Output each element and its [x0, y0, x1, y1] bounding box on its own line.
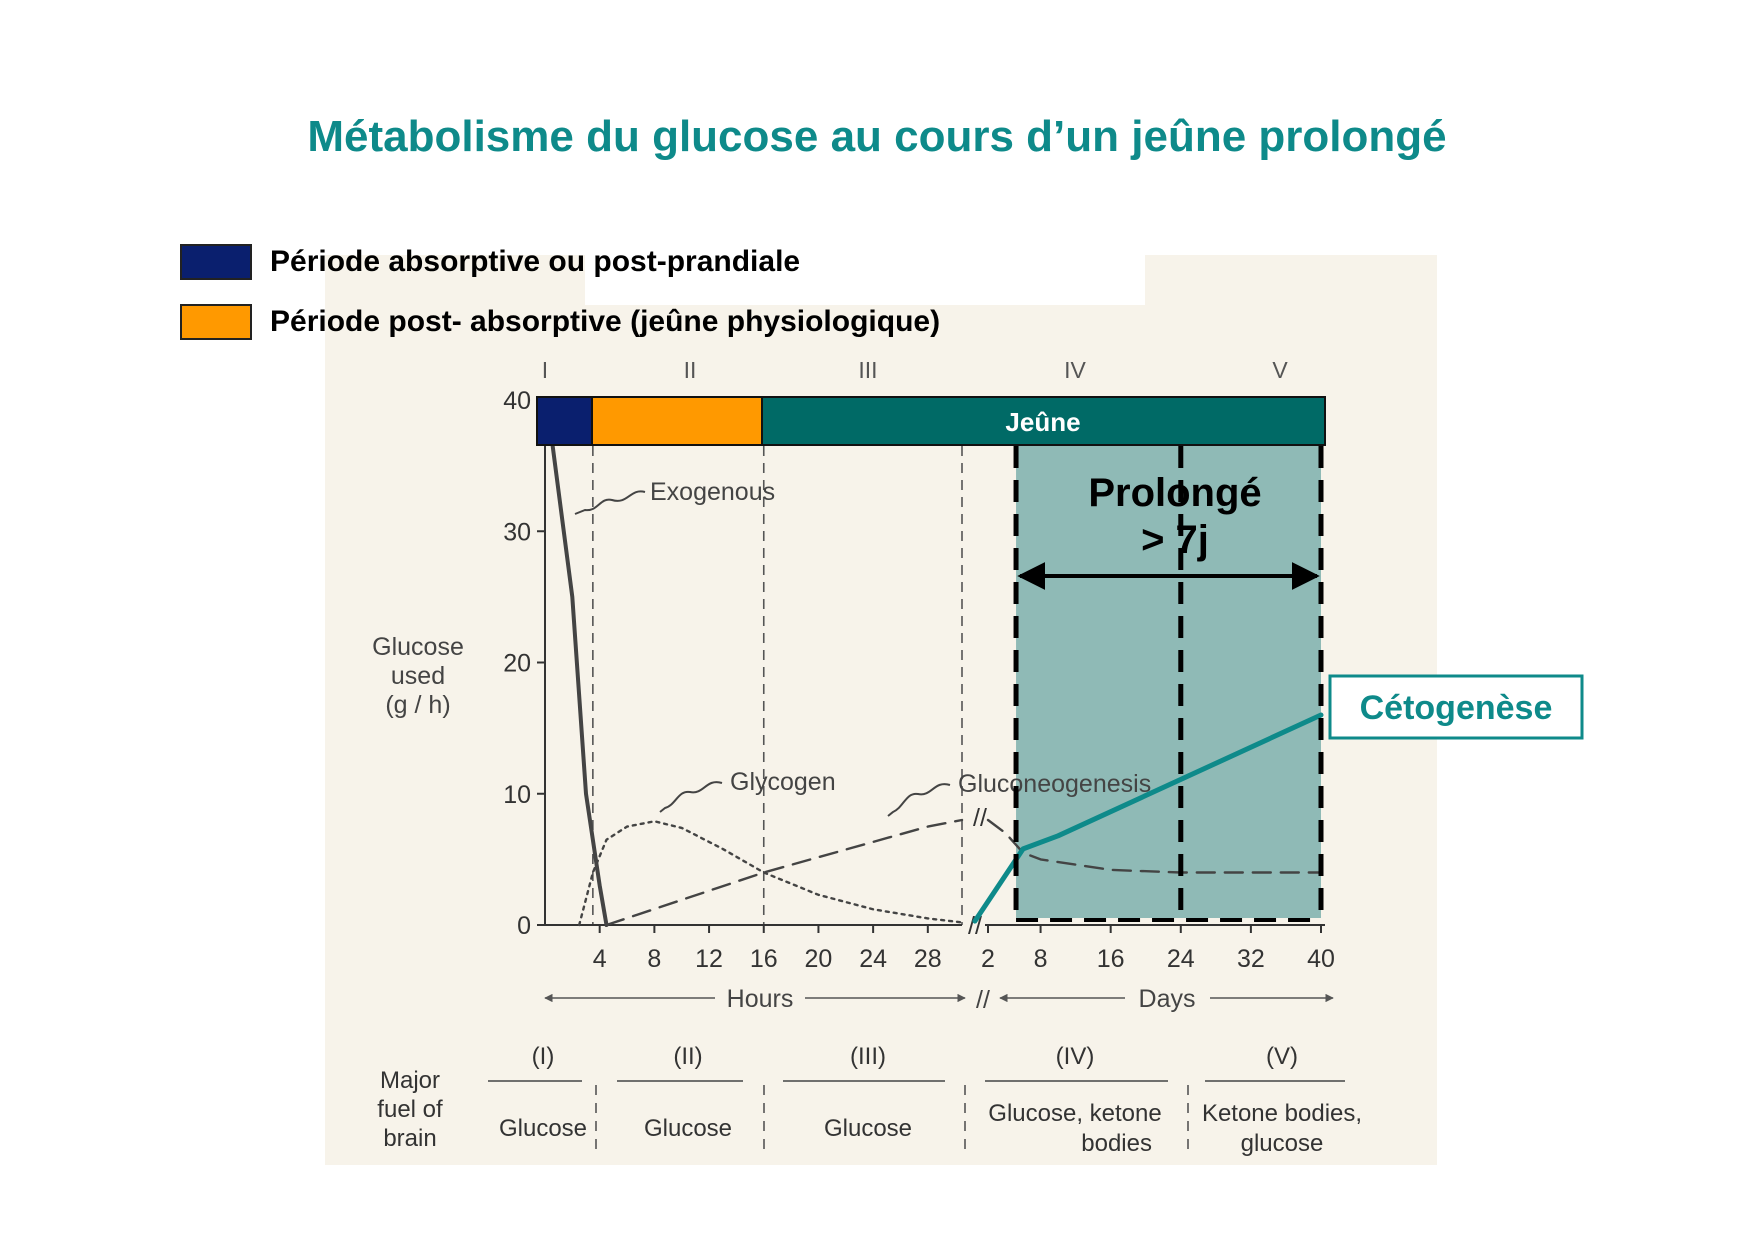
fuel-phase-label: (I) [532, 1043, 555, 1070]
phase-label-5: V [1272, 357, 1288, 383]
phase-label-2: II [684, 357, 697, 383]
curve-break-mark: // [973, 804, 987, 832]
strip-post-absorptive [592, 397, 762, 445]
y-tick-label: 40 [503, 387, 531, 415]
series-line-dashed-3 [986, 818, 1323, 874]
fuel-phase-label: (V) [1266, 1043, 1298, 1070]
x-tick-label-hours: 8 [647, 945, 661, 973]
fuel-phase-label: (IV) [1056, 1043, 1095, 1070]
fuel-cell: bodies [1081, 1130, 1152, 1157]
x-axis-label-hours: Hours [727, 985, 794, 1013]
label-exogenous: Exogenous [650, 478, 775, 506]
fuel-header: Major [380, 1067, 440, 1094]
phase-label-3: III [858, 357, 877, 383]
y-axis-label: used [391, 662, 445, 690]
strip-absorptive [537, 397, 592, 445]
fuel-header: brain [383, 1125, 436, 1152]
x-tick-label-hours: 24 [859, 945, 887, 973]
series-line-teal-4 [972, 712, 1324, 924]
legend-item-absorptive: Période absorptive ou post-prandiale [180, 242, 800, 282]
ketogenesis-callout-box [1328, 674, 1584, 740]
x-tick-label-hours: 4 [593, 945, 607, 973]
fuel-header: fuel of [377, 1096, 443, 1123]
prolonged-label-line1: Prolongé [1088, 471, 1261, 515]
y-tick-label: 0 [517, 912, 531, 940]
strip-fasting [762, 397, 1325, 445]
label-glycogen: Glycogen [730, 768, 836, 796]
phase-label-1: I [542, 357, 548, 383]
x-tick-label-hours: 28 [914, 945, 942, 973]
x-axis-label-days: Days [1139, 985, 1196, 1013]
ketogenesis-label: Cétogenèse [1360, 689, 1553, 727]
x-tick-label-days: 40 [1307, 945, 1335, 973]
fuel-cell: Glucose [644, 1115, 732, 1142]
x-tick-label-days: 8 [1034, 945, 1048, 973]
series-line-dashed-2 [605, 818, 964, 927]
x-tick-label-days: 32 [1237, 945, 1265, 973]
legend-swatch-navy [180, 244, 252, 280]
strip-label-fasting: Jeûne [1005, 407, 1080, 437]
x-tick-label-hours: 20 [805, 945, 833, 973]
page-title: Métabolisme du glucose au cours d’un jeû… [307, 112, 1447, 161]
y-tick-label: 30 [503, 518, 531, 546]
figure-mask [585, 255, 1145, 305]
y-tick-label: 20 [503, 650, 531, 678]
prolonged-region [1016, 446, 1321, 918]
phase-label-4: IV [1064, 357, 1086, 383]
legend-item-post-absorptive: Période post- absorptive (jeûne physiolo… [180, 302, 940, 342]
fuel-cell: Glucose [824, 1115, 912, 1142]
fuel-phase-label: (II) [673, 1043, 702, 1070]
x-tick-label-days: 16 [1097, 945, 1125, 973]
legend-label-post-absorptive: Période post- absorptive (jeûne physiolo… [270, 305, 941, 338]
prolonged-label-line2: > 7j [1141, 518, 1209, 562]
y-axis-label: Glucose [372, 633, 464, 661]
pointer-exogenous [574, 490, 646, 515]
pointer-glycogen [659, 781, 723, 813]
label-gluconeogenesis: Gluconeogenesis [958, 770, 1151, 798]
series-line-dotted-1 [578, 820, 964, 927]
strip-border [536, 396, 1326, 446]
x-tick-label-hours: 16 [750, 945, 778, 973]
fuel-phase-label: (III) [850, 1043, 886, 1070]
x-tick-label-days: 2 [981, 945, 995, 973]
y-axis-label: (g / h) [385, 691, 450, 719]
x-tick-label-hours: 12 [695, 945, 723, 973]
fuel-cell: Ketone bodies, [1202, 1100, 1362, 1127]
x-tick-label-days: 24 [1167, 945, 1195, 973]
fuel-cell: Glucose, ketone [988, 1100, 1161, 1127]
y-tick-label: 10 [503, 781, 531, 809]
fuel-cell: glucose [1241, 1130, 1324, 1157]
fuel-cell: Glucose [499, 1115, 587, 1142]
legend-swatch-orange [180, 304, 252, 340]
axis-break-label: // [976, 986, 990, 1014]
legend-label-absorptive: Période absorptive ou post-prandiale [270, 245, 801, 278]
pointer-gluconeogenesis [887, 783, 951, 817]
